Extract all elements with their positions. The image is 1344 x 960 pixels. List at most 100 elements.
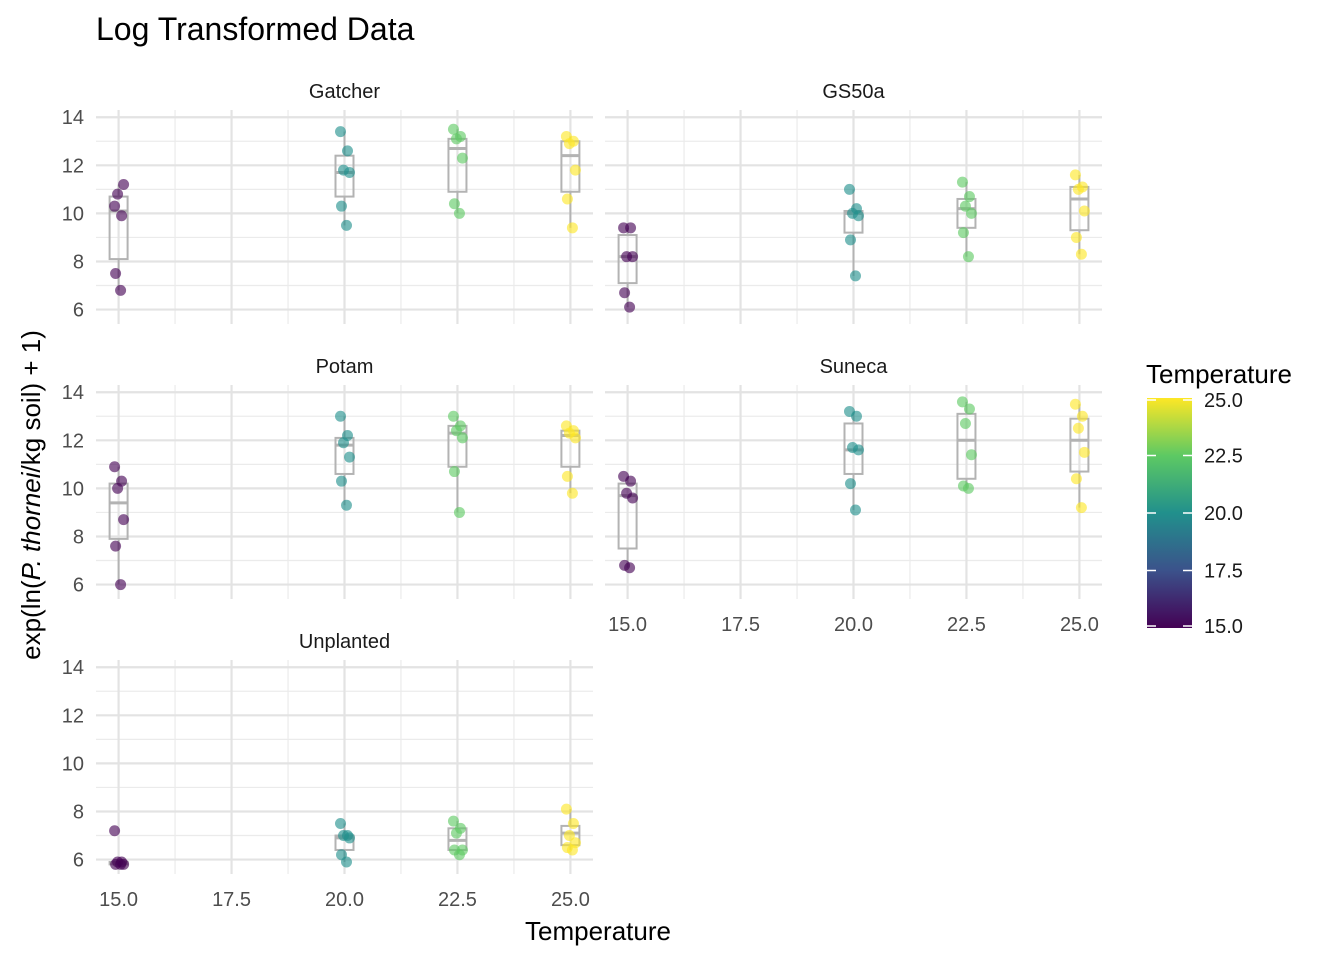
data-point [1070, 473, 1082, 485]
data-point [625, 475, 637, 487]
data-point [109, 200, 121, 212]
data-point [850, 270, 861, 282]
y-tick-label: 12 [62, 430, 84, 452]
data-point [1072, 422, 1084, 434]
data-point [959, 417, 971, 429]
x-tick-label: 15.0 [99, 889, 138, 911]
box [956, 412, 977, 480]
data-point [450, 133, 462, 145]
data-point [448, 466, 460, 478]
data-point [1069, 398, 1081, 410]
data-point [335, 818, 346, 830]
data-point [447, 123, 459, 135]
x-tick-label: 22.5 [438, 889, 477, 911]
data-point [110, 268, 122, 280]
data-point [963, 191, 975, 203]
panel-unplanted: Unplanted 6 8 10 12 14 15.0 17.5 20.0 22.5 25.0 [62, 631, 593, 911]
data-point [450, 827, 462, 839]
x-tick-label: 17.5 [721, 614, 760, 636]
data-point [625, 222, 637, 234]
y-tick-label: 6 [73, 575, 84, 597]
data-point [963, 403, 975, 415]
y-tick-label: 8 [73, 801, 84, 823]
data-point [1075, 502, 1087, 514]
data-point [450, 425, 462, 437]
data-point [115, 284, 127, 296]
y-tick-label: 14 [62, 382, 84, 404]
data-point [563, 138, 575, 150]
y-axis-title: exp(ln(P. thornei/kg soil) + 1) [16, 330, 46, 660]
y-tick-label: 10 [62, 203, 84, 225]
y-axis-title-part: exp(ln( [16, 580, 46, 660]
data-point [624, 562, 636, 574]
data-point [563, 830, 575, 842]
x-tick-label: 25.0 [551, 889, 590, 911]
data-point [561, 470, 573, 482]
data-point [957, 227, 969, 239]
data-point [853, 444, 864, 456]
data-point [845, 478, 856, 490]
y-tick-label: 14 [62, 657, 84, 679]
data-point [560, 803, 572, 815]
data-point [851, 410, 862, 422]
data-point [116, 210, 128, 222]
data-point [335, 410, 346, 422]
data-point [448, 198, 460, 210]
data-point [118, 179, 130, 191]
color-legend: Temperature 15.0 17.5 20.0 22.5 25.0 [1146, 359, 1292, 638]
data-point [1076, 410, 1088, 422]
x-tick-label: 15.0 [608, 614, 647, 636]
panel-potam: Potam 6 8 10 12 14 [62, 356, 593, 599]
facet-panels: Gatcher 6 8 10 12 14 GS50a Potam 6 8 10 12 14 Suneca 1… [62, 81, 1102, 911]
data-point [453, 506, 465, 518]
data-point [624, 301, 636, 313]
y-tick-label: 8 [73, 251, 84, 273]
data-point [956, 396, 968, 408]
data-point [569, 432, 581, 444]
y-axis-title-part: P. thornei [16, 471, 46, 580]
data-point [338, 437, 349, 449]
data-point [115, 579, 127, 591]
data-point [447, 815, 459, 827]
facet-label: GS50a [822, 81, 885, 103]
legend-tick-label: 22.5 [1204, 446, 1243, 468]
legend-tick-label: 17.5 [1204, 561, 1243, 583]
data-point [845, 234, 856, 246]
data-point [342, 145, 353, 157]
data-point [959, 200, 971, 212]
y-tick-label: 10 [62, 478, 84, 500]
data-point [341, 219, 352, 231]
data-point [335, 126, 346, 138]
data-point [627, 251, 639, 263]
panel-suneca: Suneca 15.0 17.5 20.0 22.5 25.0 [605, 356, 1102, 636]
data-point [115, 858, 127, 870]
y-tick-label: 6 [73, 300, 84, 322]
data-point [456, 432, 468, 444]
x-tick-label: 20.0 [325, 889, 364, 911]
data-point [336, 200, 347, 212]
data-point [569, 164, 581, 176]
legend-tick-label: 15.0 [1204, 616, 1243, 638]
data-point [110, 540, 122, 552]
facet-label: Suneca [820, 356, 889, 378]
x-tick-label: 17.5 [212, 889, 251, 911]
data-point [112, 482, 124, 494]
facet-label: Gatcher [309, 81, 380, 103]
data-point [853, 210, 864, 222]
y-axis-title-part: /kg soil) + 1) [16, 330, 46, 472]
y-tick-label: 12 [62, 705, 84, 727]
legend-title: Temperature [1146, 359, 1292, 389]
y-tick-label: 12 [62, 155, 84, 177]
data-point [627, 492, 639, 504]
data-point [962, 482, 974, 494]
panel-gs50a: GS50a [605, 81, 1102, 324]
data-point [344, 451, 355, 463]
y-tick-label: 10 [62, 753, 84, 775]
data-point [1075, 248, 1087, 260]
y-tick-label: 6 [73, 850, 84, 872]
panel-gatcher: Gatcher 6 8 10 12 14 [62, 81, 593, 324]
data-point [850, 504, 861, 516]
data-point [962, 251, 974, 263]
data-point [567, 818, 579, 830]
data-point [453, 849, 465, 861]
